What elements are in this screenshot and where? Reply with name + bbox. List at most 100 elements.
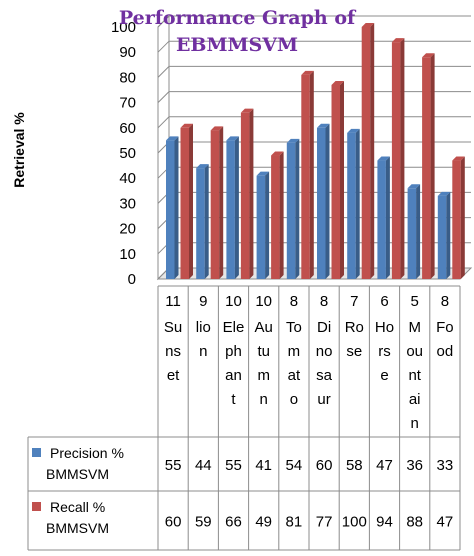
data-value: 58 — [346, 457, 363, 474]
category-label: se — [346, 343, 362, 360]
y-tick-label: 70 — [119, 95, 136, 112]
category-label: at — [288, 367, 301, 384]
category-label: lio — [196, 319, 211, 336]
y-tick-label: 50 — [119, 145, 136, 162]
data-value: 47 — [376, 457, 393, 474]
y-tick-label: 100 — [111, 19, 136, 36]
bar-front — [240, 112, 250, 280]
bar-front — [347, 132, 356, 279]
data-value: 60 — [165, 514, 182, 531]
bar-side — [249, 108, 254, 280]
category-label: Ele — [223, 319, 245, 336]
bar-side — [340, 80, 344, 280]
bar — [422, 53, 435, 279]
bar-top — [347, 128, 360, 133]
bar-side — [416, 184, 421, 279]
bar — [361, 23, 375, 279]
category-label: Au — [255, 319, 273, 336]
legend-swatch — [32, 502, 41, 511]
bar-side — [204, 164, 209, 279]
category-label: ai — [409, 391, 421, 408]
bar — [317, 123, 330, 279]
data-value: 49 — [255, 514, 272, 531]
data-value: 41 — [255, 457, 272, 474]
data-value: 60 — [316, 457, 333, 474]
y-tick-label: 80 — [119, 69, 136, 86]
category-label: Di — [317, 319, 331, 336]
bar-side — [385, 156, 390, 279]
bar-top — [361, 23, 375, 27]
bar-top — [391, 38, 405, 43]
bar-side — [295, 138, 300, 279]
bar — [210, 126, 224, 279]
bar-top — [331, 80, 344, 85]
category-count: 6 — [380, 293, 388, 310]
bar-side — [234, 136, 239, 279]
bar-side — [279, 151, 284, 279]
bar-top — [180, 123, 193, 128]
data-value: 81 — [286, 514, 303, 531]
chart-title-line-2: EBMMSVM — [176, 34, 298, 56]
category-label: ur — [317, 391, 330, 408]
data-value: 77 — [316, 514, 333, 531]
bar-side — [189, 123, 193, 279]
bar-front — [391, 42, 401, 280]
category-label: sa — [316, 367, 333, 384]
bar — [271, 151, 284, 279]
y-axis-label: Retrieval % — [11, 112, 27, 188]
bar — [286, 138, 300, 279]
data-value: 55 — [225, 457, 242, 474]
y-tick-label: 10 — [119, 246, 136, 263]
category-count: 5 — [411, 293, 419, 310]
category-label: od — [437, 343, 454, 360]
bar-top — [317, 123, 330, 128]
category-label: nt — [408, 367, 421, 384]
category-label: M — [408, 319, 421, 336]
bar — [407, 184, 421, 279]
category-label: Ro — [345, 319, 364, 336]
category-label: ph — [225, 343, 242, 360]
bar-top — [452, 156, 465, 161]
data-value: 100 — [342, 514, 367, 531]
category-count: 10 — [225, 293, 242, 310]
bar-front — [361, 27, 371, 279]
chart-bars — [166, 23, 465, 280]
legend-entry: BMMSVM — [46, 466, 109, 482]
bar-front — [256, 175, 266, 279]
data-value: 88 — [406, 514, 423, 531]
bar-side — [400, 38, 405, 280]
data-value: 66 — [225, 514, 242, 531]
bar — [256, 171, 270, 279]
y-axis-ticks: 0 10 20 30 40 50 60 70 80 90 100 — [111, 19, 136, 288]
category-label: n — [411, 415, 419, 432]
bar — [331, 80, 344, 280]
bar-side — [370, 23, 375, 279]
bar-top — [301, 70, 314, 75]
category-label: Fo — [436, 319, 454, 336]
category-count: 8 — [290, 293, 298, 310]
y-tick-label: 30 — [119, 195, 136, 212]
data-value: 33 — [437, 457, 454, 474]
y-tick-label: 90 — [119, 44, 136, 61]
category-label: no — [316, 343, 333, 360]
category-count: 11 — [165, 293, 181, 310]
data-table: 11Sunset9lion10Elephant10Autumn8Tomato8D… — [27, 285, 461, 551]
bar-front — [166, 140, 175, 279]
y-tick-label: 20 — [119, 221, 136, 238]
bar-front — [437, 195, 447, 279]
bar-top — [210, 126, 224, 131]
data-value: 44 — [195, 457, 212, 474]
bar-front — [317, 127, 326, 279]
bar-side — [174, 136, 179, 279]
bar-front — [301, 74, 310, 279]
category-count: 9 — [199, 293, 207, 310]
category-label: To — [286, 319, 302, 336]
category-label: Ho — [375, 319, 394, 336]
bar — [180, 123, 193, 279]
category-label: n — [260, 391, 268, 408]
bar-front — [271, 155, 280, 279]
category-count: 10 — [255, 293, 272, 310]
y-tick-label: 0 — [128, 271, 136, 288]
bar-top — [226, 136, 239, 141]
